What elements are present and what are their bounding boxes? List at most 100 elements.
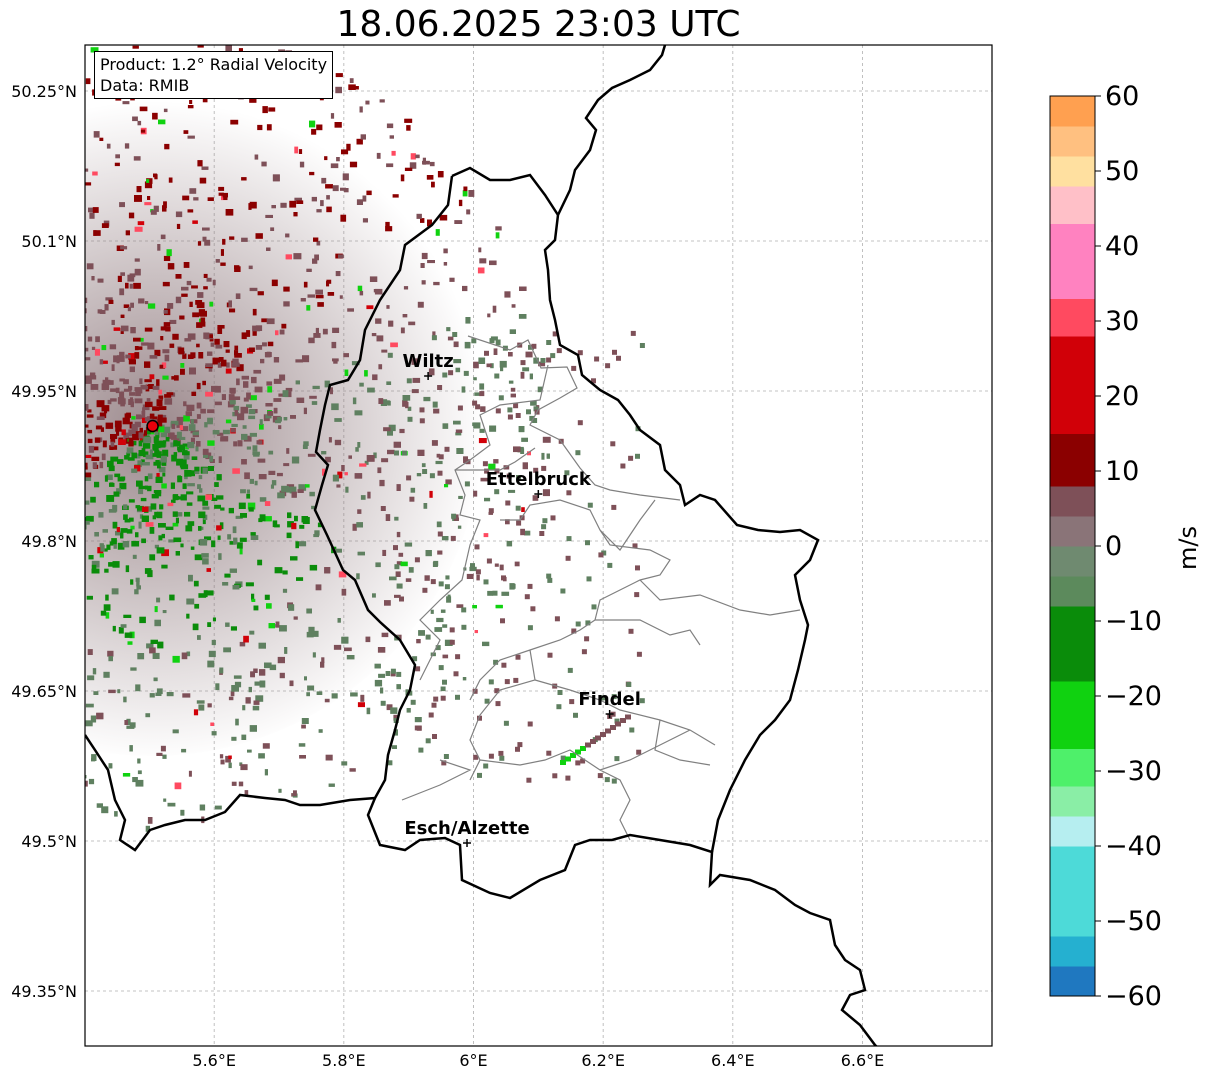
velocity-echo-pixel: [476, 574, 480, 581]
velocity-echo-pixel: [487, 313, 491, 318]
velocity-echo-pixel: [382, 549, 387, 556]
velocity-echo-pixel: [58, 334, 65, 341]
velocity-echo-pixel: [243, 635, 249, 643]
velocity-echo-pixel: [291, 456, 300, 464]
colorbar-segment: [1050, 336, 1095, 434]
velocity-echo-pixel: [202, 467, 208, 474]
velocity-echo-pixel: [31, 422, 35, 428]
velocity-echo-pixel: [156, 547, 165, 554]
velocity-echo-pixel: [123, 379, 129, 385]
velocity-echo-pixel: [356, 199, 363, 205]
velocity-echo-pixel: [349, 768, 356, 772]
velocity-echo-pixel: [266, 124, 272, 131]
velocity-echo-pixel: [232, 468, 240, 474]
velocity-echo-pixel: [252, 308, 257, 316]
velocity-echo-pixel: [407, 416, 413, 422]
velocity-echo-pixel: [119, 202, 125, 208]
velocity-echo-pixel: [222, 238, 226, 245]
velocity-echo-pixel: [85, 520, 90, 525]
velocity-echo-pixel: [87, 438, 93, 444]
velocity-echo-pixel: [435, 460, 443, 465]
velocity-echo-pixel: [326, 195, 330, 200]
velocity-echo-pixel: [470, 563, 475, 569]
velocity-echo-pixel: [128, 441, 134, 447]
velocity-echo-pixel: [585, 620, 591, 626]
radar-site-marker: [146, 419, 159, 433]
city-marker: Findel: [578, 689, 641, 718]
velocity-echo-pixel: [161, 533, 165, 539]
velocity-echo-pixel: [91, 754, 97, 761]
velocity-echo-pixel: [237, 413, 245, 421]
velocity-echo-pixel: [381, 458, 389, 463]
velocity-echo-pixel: [527, 583, 533, 589]
velocity-echo-pixel: [130, 667, 137, 671]
velocity-echo-pixel: [157, 641, 164, 649]
velocity-echo-pixel: [223, 647, 231, 653]
velocity-echo-pixel: [187, 209, 194, 213]
velocity-echo-pixel: [486, 558, 492, 564]
velocity-echo-pixel: [338, 254, 344, 259]
velocity-echo-pixel: [205, 363, 213, 367]
velocity-echo-pixel: [219, 522, 224, 530]
product-info-box: Product: 1.2° Radial Velocity Data: RMIB: [94, 51, 334, 99]
velocity-echo-pixel: [133, 282, 141, 289]
velocity-echo-pixel: [76, 269, 83, 272]
colorbar-segment: [1050, 936, 1095, 967]
velocity-echo-pixel: [62, 339, 69, 346]
velocity-echo-pixel: [249, 630, 255, 635]
velocity-echo-pixel: [373, 289, 381, 293]
velocity-echo-pixel: [473, 422, 481, 429]
velocity-echo-pixel: [243, 397, 249, 402]
velocity-echo-pixel: [175, 296, 182, 304]
velocity-echo-pixel: [373, 452, 377, 459]
velocity-echo-pixel: [173, 440, 178, 447]
velocity-echo-pixel: [522, 367, 530, 372]
velocity-echo-pixel: [554, 616, 560, 622]
velocity-echo-pixel: [108, 380, 114, 385]
velocity-echo-pixel: [169, 594, 175, 601]
velocity-echo-pixel: [478, 247, 482, 253]
velocity-echo-pixel: [258, 474, 267, 480]
velocity-echo-pixel: [99, 359, 104, 365]
velocity-echo-pixel: [241, 237, 248, 242]
velocity-echo-pixel: [79, 52, 83, 59]
velocity-echo-pixel: [422, 160, 430, 165]
velocity-echo-pixel: [546, 453, 550, 459]
velocity-echo-pixel: [233, 405, 240, 411]
velocity-echo-pixel: [86, 515, 94, 522]
velocity-echo-pixel: [421, 280, 426, 285]
velocity-echo-pixel: [144, 476, 149, 482]
velocity-echo-pixel: [127, 457, 135, 461]
velocity-echo-pixel: [137, 653, 145, 660]
velocity-echo-pixel: [49, 491, 52, 497]
velocity-echo-pixel: [112, 521, 118, 529]
velocity-echo-pixel: [217, 327, 223, 334]
velocity-echo-pixel: [248, 686, 252, 693]
velocity-echo-pixel: [575, 450, 581, 456]
velocity-echo-pixel: [162, 472, 166, 477]
colorbar-segment: [1050, 433, 1095, 487]
velocity-echo-pixel: [142, 404, 150, 411]
velocity-echo-pixel: [479, 391, 485, 397]
velocity-echo-pixel: [575, 621, 581, 627]
velocity-echo-pixel: [134, 589, 139, 595]
velocity-echo-pixel: [85, 168, 89, 172]
velocity-echo-pixel: [173, 496, 179, 500]
velocity-echo-pixel: [506, 540, 513, 547]
velocity-echo-pixel: [147, 485, 152, 492]
velocity-echo-pixel: [475, 569, 481, 575]
colorbar-segment: [1050, 298, 1095, 337]
velocity-echo-pixel: [142, 443, 151, 449]
colorbar-segment: [1050, 223, 1095, 299]
velocity-echo-pixel: [425, 738, 431, 744]
velocity-echo-pixel: [162, 349, 170, 354]
velocity-echo-pixel: [85, 500, 90, 505]
velocity-echo-pixel: [556, 704, 562, 710]
velocity-echo-pixel: [93, 691, 99, 695]
velocity-echo-pixel: [162, 754, 167, 759]
velocity-echo-pixel: [233, 537, 238, 545]
velocity-echo-pixel: [9, 749, 13, 753]
velocity-echo-pixel: [128, 499, 135, 503]
velocity-echo-pixel: [190, 352, 196, 359]
velocity-echo-pixel: [156, 511, 163, 519]
